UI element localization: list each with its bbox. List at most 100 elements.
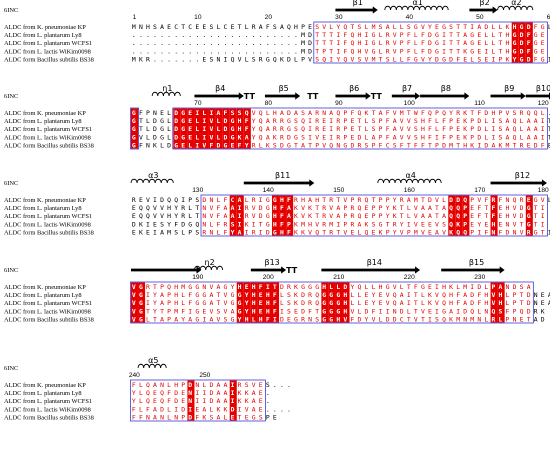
conserved-column — [243, 108, 251, 149]
residue: C — [386, 141, 390, 149]
residue: V — [393, 31, 397, 39]
residue: T — [217, 291, 221, 299]
residue: . — [181, 31, 185, 39]
residue: D — [188, 413, 192, 421]
conserved-column — [321, 282, 329, 323]
residue: H — [506, 47, 510, 55]
residue: A — [527, 125, 531, 133]
conserved-column — [279, 195, 287, 236]
residue: A — [224, 381, 228, 389]
residue: L — [365, 283, 369, 291]
residue: E — [294, 307, 298, 315]
residue: P — [449, 133, 453, 141]
residue: G — [520, 23, 524, 31]
residue: . — [266, 389, 270, 397]
residue: H — [421, 117, 425, 125]
residue: I — [202, 389, 206, 397]
residue: . — [224, 47, 228, 55]
residue: G — [435, 31, 439, 39]
residue: Q — [491, 307, 495, 315]
residue: I — [238, 204, 242, 212]
residue: I — [329, 117, 333, 125]
residue: L — [421, 291, 425, 299]
residue: R — [527, 228, 531, 236]
residue: L — [217, 23, 221, 31]
residue: . — [139, 47, 143, 55]
residue: S — [442, 220, 446, 228]
residue: T — [527, 315, 531, 323]
residue: S — [414, 125, 418, 133]
residue: D — [442, 141, 446, 149]
residue: E — [428, 228, 432, 236]
residue: V — [491, 299, 495, 307]
residue: I — [548, 228, 550, 236]
residue: H — [506, 39, 510, 47]
species-label: ALDC from L. plantarum Ly8 — [4, 118, 82, 125]
residue: A — [160, 291, 164, 299]
residue: E — [181, 389, 185, 397]
residue: F — [188, 291, 192, 299]
beta-strand-label: β10 — [536, 84, 550, 93]
residue: K — [463, 117, 467, 125]
residue: R — [315, 125, 319, 133]
residue: T — [315, 204, 319, 212]
residue: R — [491, 196, 495, 204]
residue: I — [238, 405, 242, 413]
residue: L — [146, 125, 150, 133]
residue: F — [499, 228, 503, 236]
residue: D — [259, 212, 263, 220]
residue: K — [463, 47, 467, 55]
residue: D — [174, 117, 178, 125]
residue: F — [245, 117, 249, 125]
residue: S — [315, 55, 319, 63]
residue: D — [209, 397, 213, 405]
residue: . — [266, 39, 270, 47]
residue: . — [174, 39, 178, 47]
residue: . — [231, 39, 235, 47]
ruler-number: 90 — [335, 100, 343, 107]
residue: H — [379, 283, 383, 291]
residue: P — [379, 117, 383, 125]
residue: I — [146, 299, 150, 307]
residue: T — [294, 141, 298, 149]
residue: M — [414, 196, 418, 204]
residue: L — [442, 196, 446, 204]
residue: F — [442, 117, 446, 125]
ruler-number: 240 — [129, 372, 140, 379]
residue: L — [484, 283, 488, 291]
residue: D — [174, 125, 178, 133]
residue: G — [513, 47, 517, 55]
residue: E — [456, 133, 460, 141]
residue: G — [266, 220, 270, 228]
residue: V — [350, 307, 354, 315]
residue: I — [195, 397, 199, 405]
species-label: ALDC from L. plantarum Ly8 — [4, 32, 82, 39]
residue: I — [541, 204, 545, 212]
conserved-column — [187, 108, 195, 149]
residue: Q — [195, 220, 199, 228]
residue: Q — [442, 291, 446, 299]
residue: P — [379, 212, 383, 220]
residue: P — [167, 291, 171, 299]
residue: Y — [238, 315, 242, 323]
residue: F — [527, 31, 531, 39]
conserved-column — [208, 108, 216, 149]
residue: L — [336, 283, 340, 291]
residue: . — [139, 31, 143, 39]
conserved-column — [222, 108, 230, 149]
residue: I — [491, 125, 495, 133]
beta-strand-label: β2 — [480, 0, 490, 7]
residue: L — [407, 212, 411, 220]
residue: K — [294, 291, 298, 299]
helix-coil — [151, 91, 181, 97]
residue: N — [513, 315, 517, 323]
residue: D — [520, 31, 524, 39]
residue: Y — [449, 109, 453, 117]
residue: I — [442, 39, 446, 47]
residue: L — [167, 109, 171, 117]
residue: V — [224, 299, 228, 307]
residue: H — [167, 204, 171, 212]
residue: I — [329, 125, 333, 133]
residue: L — [435, 125, 439, 133]
residue: K — [245, 389, 249, 397]
